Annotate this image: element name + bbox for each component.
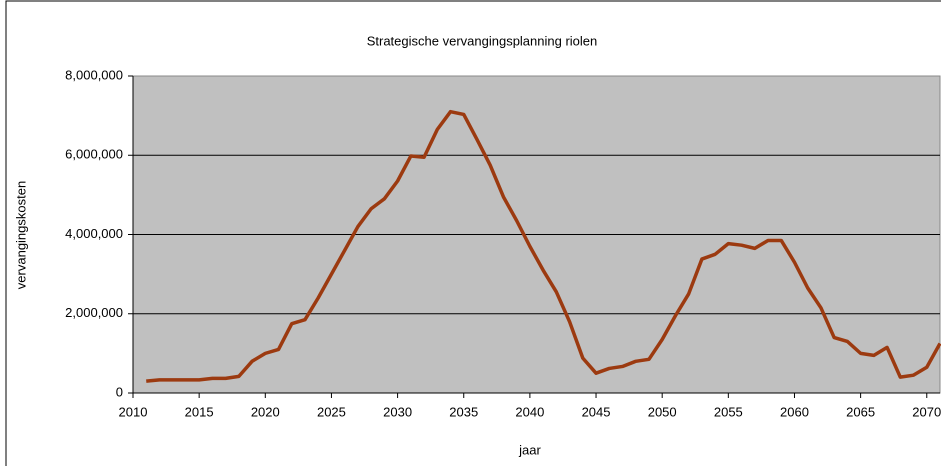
x-tick-label: 2015 bbox=[185, 404, 214, 419]
x-tick-label: 2070 bbox=[912, 404, 941, 419]
x-tick-label: 2055 bbox=[714, 404, 743, 419]
y-tick-label: 6,000,000 bbox=[65, 147, 123, 162]
x-tick-label: 2060 bbox=[780, 404, 809, 419]
x-tick-label: 2065 bbox=[846, 404, 875, 419]
chart: Strategische vervangingsplanning riolen … bbox=[0, 0, 941, 466]
x-tick-label: 2030 bbox=[383, 404, 412, 419]
y-tick-label: 2,000,000 bbox=[65, 305, 123, 320]
y-tick-label: 0 bbox=[116, 384, 123, 399]
x-tick-label: 2010 bbox=[119, 404, 148, 419]
x-tick-label: 2025 bbox=[317, 404, 346, 419]
y-tick-label: 4,000,000 bbox=[65, 226, 123, 241]
x-tick-label: 2020 bbox=[251, 404, 280, 419]
x-tick-label: 2050 bbox=[648, 404, 677, 419]
x-tick-label: 2035 bbox=[449, 404, 478, 419]
x-tick-label: 2040 bbox=[515, 404, 544, 419]
x-axis-label: jaar bbox=[518, 442, 541, 457]
chart-title: Strategische vervangingsplanning riolen bbox=[367, 33, 598, 48]
y-axis-label: vervangingskosten bbox=[13, 181, 28, 289]
x-tick-label: 2045 bbox=[582, 404, 611, 419]
y-tick-label: 8,000,000 bbox=[65, 67, 123, 82]
